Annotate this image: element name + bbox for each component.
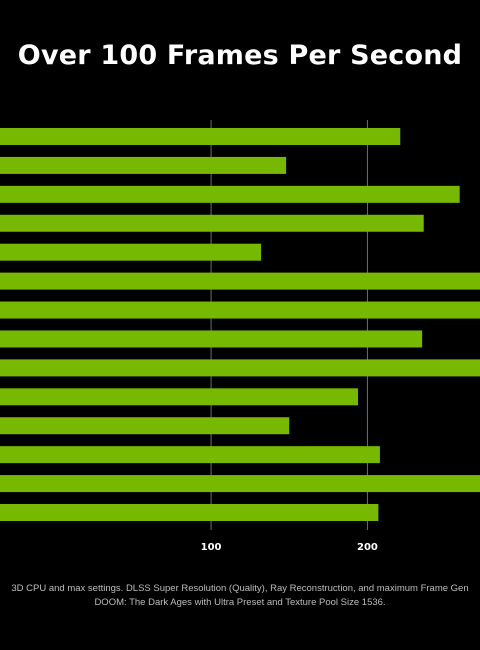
footnote-line-2: DOOM: The Dark Ages with Ultra Preset an… xyxy=(94,597,386,608)
bar-2 xyxy=(0,156,287,174)
bar-1 xyxy=(0,128,401,145)
bar-12 xyxy=(0,446,380,464)
gridlines xyxy=(210,120,368,530)
bar-6 xyxy=(0,272,480,290)
bar-8 xyxy=(0,330,423,348)
footnote-line-1: 3D CPU and max settings. DLSS Super Reso… xyxy=(11,583,469,594)
bar-9 xyxy=(0,359,480,377)
bar-4 xyxy=(0,214,424,232)
bar-5 xyxy=(0,243,262,261)
bar-14 xyxy=(0,504,379,521)
chart-title: Over 100 Frames Per Second xyxy=(17,40,463,71)
bar-11 xyxy=(0,417,290,435)
bar-13 xyxy=(0,475,480,493)
x-axis-ticks: 100 200 xyxy=(201,542,378,553)
bars xyxy=(0,128,480,521)
bar-10 xyxy=(0,388,359,406)
x-tick-label-200: 200 xyxy=(357,542,378,553)
bar-3 xyxy=(0,185,460,203)
x-tick-label-100: 100 xyxy=(201,542,222,553)
bar-7 xyxy=(0,301,480,319)
